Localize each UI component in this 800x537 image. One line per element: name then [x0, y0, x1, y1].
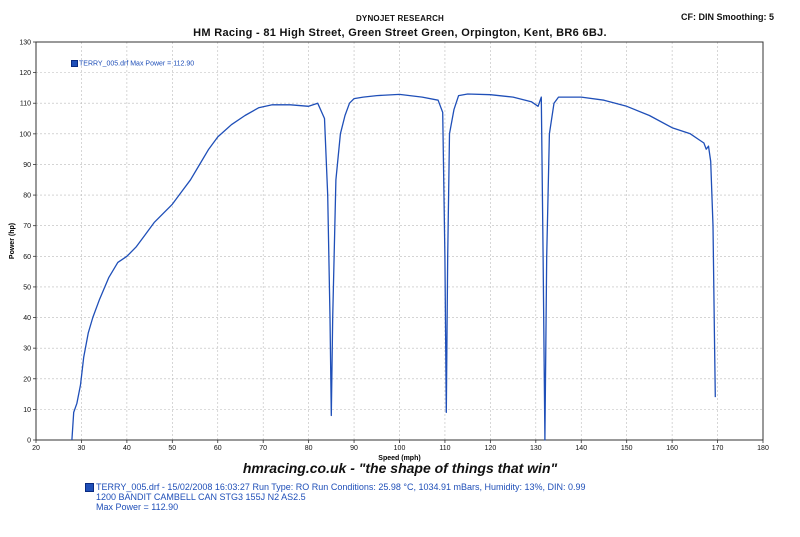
run-swatch — [85, 483, 94, 492]
run-info: TERRY_005.drf - 15/02/2008 16:03:27 Run … — [85, 482, 586, 512]
max-power: Max Power = 112.90 — [96, 502, 179, 512]
y-tick-label: 10 — [23, 407, 31, 414]
power-curve-line — [71, 93, 716, 441]
y-tick-label: 50 — [23, 284, 31, 291]
y-tick-label: 110 — [20, 101, 31, 108]
x-tick-label: 60 — [214, 445, 222, 452]
x-tick-label: 140 — [575, 445, 587, 452]
vehicle-description: 1200 BANDIT CAMBELL CAN STG3 155J N2 AS2… — [96, 492, 306, 502]
legend-swatch — [71, 60, 78, 67]
y-tick-label: 90 — [23, 162, 31, 169]
x-tick-label: 40 — [123, 445, 131, 452]
correction-factor-info: CF: DIN Smoothing: 5 — [681, 12, 774, 22]
chart-title: HM Racing - 81 High Street, Green Street… — [193, 27, 607, 39]
y-tick-label: 100 — [19, 131, 31, 138]
grid-lines — [35, 41, 764, 441]
x-axis-label: Speed (mph) — [378, 455, 420, 462]
y-tick-label: 40 — [23, 315, 31, 322]
y-tick-label: 20 — [23, 376, 31, 383]
y-tick-label: 120 — [19, 70, 31, 77]
y-tick-label: 130 — [19, 40, 31, 47]
y-tick-label: 80 — [23, 193, 31, 200]
x-tick-label: 50 — [168, 445, 176, 452]
dyno-manufacturer: DYNOJET RESEARCH — [355, 14, 445, 23]
x-tick-label: 70 — [259, 445, 267, 452]
chart-legend: TERRY_005.drf Max Power = 112.90 — [71, 60, 194, 67]
x-tick-label: 80 — [305, 445, 313, 452]
y-tick-label: 30 — [23, 346, 31, 353]
y-tick-label: 60 — [23, 254, 31, 261]
x-tick-label: 110 — [439, 445, 450, 452]
x-tick-label: 20 — [32, 445, 40, 452]
x-tick-label: 90 — [350, 445, 358, 452]
x-tick-label: 150 — [621, 445, 633, 452]
tagline: hmracing.co.uk - "the shape of things th… — [242, 460, 558, 476]
legend-label: TERRY_005.drf Max Power = 112.90 — [79, 60, 195, 68]
run-details: TERRY_005.drf - 15/02/2008 16:03:27 Run … — [96, 482, 586, 492]
y-tick-label: 70 — [23, 223, 31, 230]
x-tick-label: 120 — [485, 445, 497, 452]
y-tick-label: 0 — [27, 438, 31, 445]
x-tick-label: 180 — [757, 445, 769, 452]
x-tick-label: 100 — [394, 445, 406, 452]
y-axis-label: Power (hp) — [9, 223, 16, 259]
x-tick-label: 130 — [530, 445, 542, 452]
axis-ticks: 20 30 40 50 60 70 80 90 100 110 120 130 140 150 160 170… — [19, 40, 769, 453]
x-tick-label: 170 — [712, 445, 724, 452]
plot-frame — [35, 41, 764, 441]
x-tick-label: 30 — [78, 445, 86, 452]
x-tick-label: 160 — [666, 445, 678, 452]
